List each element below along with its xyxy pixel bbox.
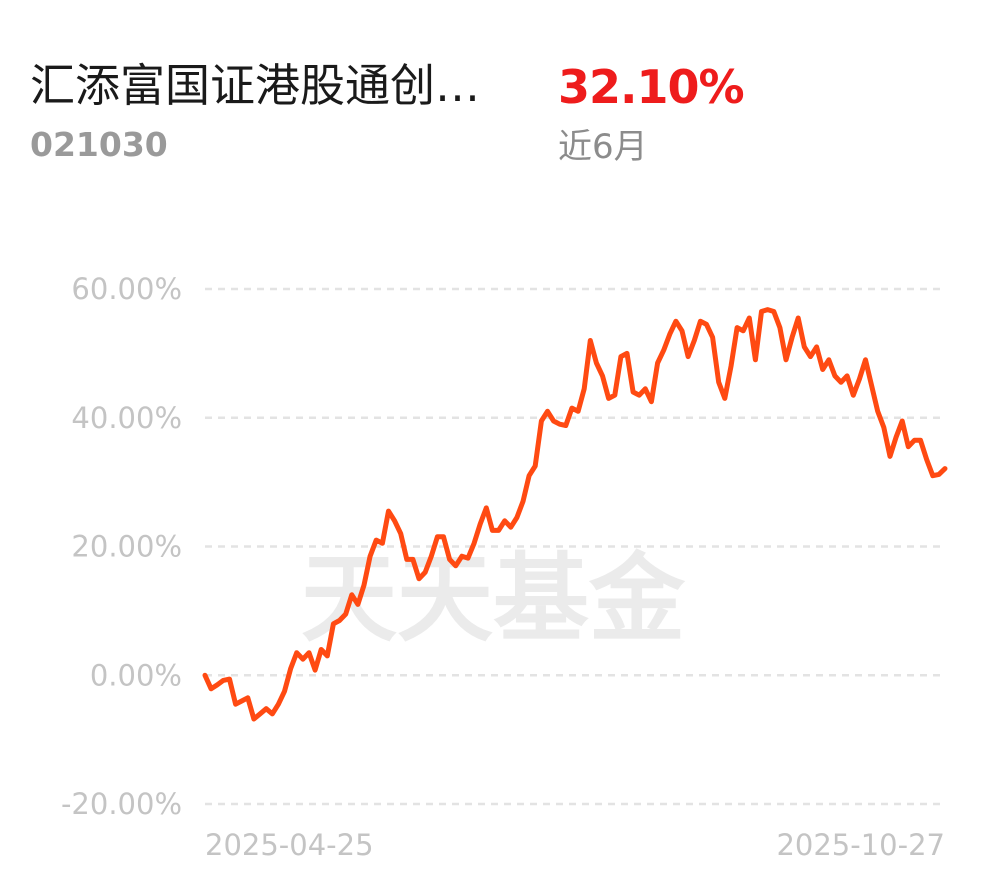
fund-code: 021030 (30, 125, 168, 164)
grid-lines (205, 287, 945, 806)
y-tick-label: 0.00% (90, 658, 182, 692)
y-tick-label: 40.00% (71, 401, 182, 435)
y-tick-label: 60.00% (71, 272, 182, 306)
return-period: 近6月 (558, 127, 648, 167)
x-axis-ticks: 2025-04-25 2025-10-27 (205, 828, 945, 862)
x-tick-start: 2025-04-25 (205, 828, 374, 862)
fund-name: 汇添富国证港股通创… (30, 59, 481, 112)
series-line (202, 307, 948, 722)
series-line-group (202, 307, 948, 722)
watermark: 天天基金 (301, 542, 686, 655)
return-value: 32.10% (558, 60, 745, 114)
y-tick-label: -20.00% (61, 787, 182, 821)
y-tick-label: 20.00% (71, 530, 182, 564)
y-axis-ticks: 60.00% 40.00% 20.00% 0.00% -20.00% (61, 272, 182, 821)
x-tick-end: 2025-10-27 (776, 828, 945, 862)
